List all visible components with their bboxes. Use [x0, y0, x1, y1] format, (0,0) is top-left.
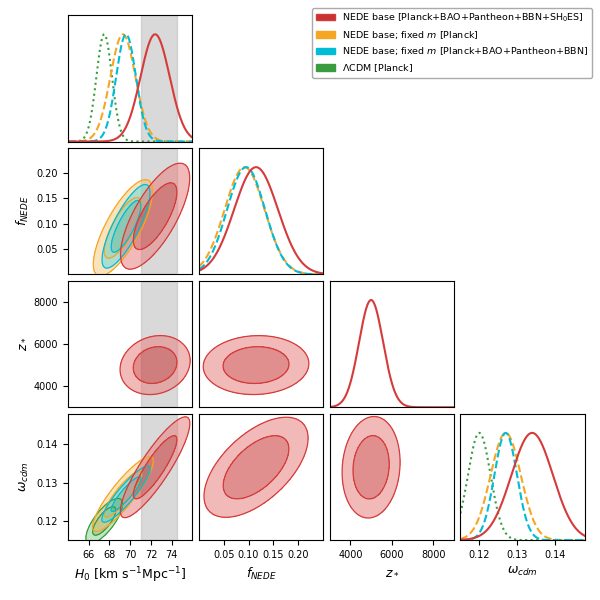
Y-axis label: $\omega_{cdm}$: $\omega_{cdm}$	[18, 461, 31, 492]
Bar	[140, 148, 177, 274]
X-axis label: $z_*$: $z_*$	[385, 565, 399, 578]
X-axis label: $\omega_{cdm}$: $\omega_{cdm}$	[508, 565, 538, 578]
Y-axis label: $z_*$: $z_*$	[15, 337, 28, 351]
Legend: NEDE base [Planck+BAO+Pantheon+BBN+SH$_0$ES], NEDE base; fixed $m$ [Planck], NED: NEDE base [Planck+BAO+Pantheon+BBN+SH$_0…	[312, 8, 592, 77]
X-axis label: $f_{NEDE}$: $f_{NEDE}$	[245, 565, 277, 581]
X-axis label: $H_0$ [km s$^{-1}$Mpc$^{-1}$]: $H_0$ [km s$^{-1}$Mpc$^{-1}$]	[74, 565, 186, 585]
Bar	[140, 413, 177, 540]
Bar	[140, 281, 177, 407]
Bar	[140, 15, 177, 142]
Y-axis label: $f_{NEDE}$: $f_{NEDE}$	[15, 196, 31, 226]
